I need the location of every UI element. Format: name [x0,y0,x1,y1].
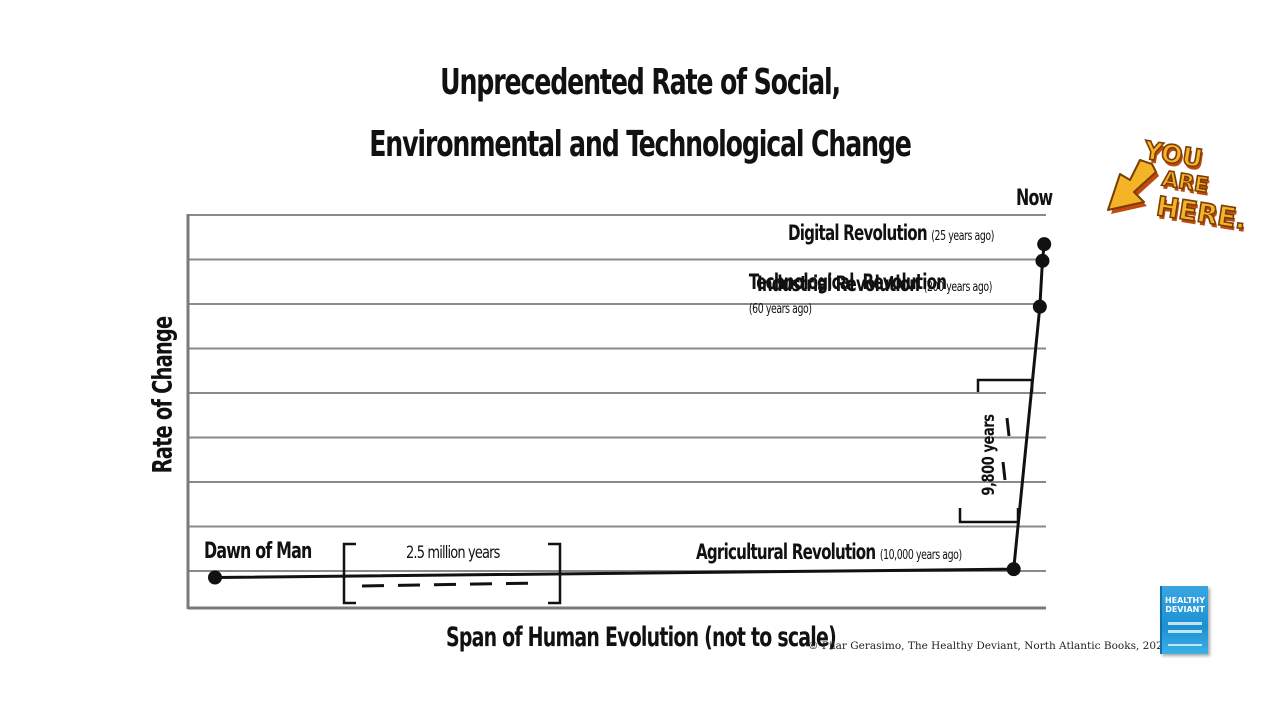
milestone-name: Technological Revolution [748,270,947,294]
data-point-technological [1035,253,1050,268]
elided-span-dashes-9800 [1001,417,1011,481]
duration-label-9800: 9,800 years [979,414,999,496]
y-axis-label: Rate of Change [147,316,179,474]
book-cover-band [1168,630,1202,633]
elided-span-dashes [361,581,541,588]
milestone-label-technological: Technological Revolution (60 years ago) [740,246,947,318]
data-point-digital [1037,237,1052,252]
milestone-note: (60 years ago) [748,302,812,317]
milestone-label-dawn: Dawn of Man [204,539,312,564]
milestone-note: (25 years ago) [931,229,994,244]
milestone-label-digital: Digital Revolution (25 years ago) [788,221,994,245]
data-point-agricultural [1006,562,1021,577]
milestone-name: Industrial Revolution [757,272,920,296]
data-point-dawn [208,570,222,585]
milestone-note: (200 years ago) [923,280,993,295]
x-axis-label: Span of Human Evolution (not to scale) [446,622,837,653]
you-are-here-sticker: YOU ARE HERE. [1100,135,1260,250]
grid-lines [188,214,1046,572]
chart-title-line-2: Environmental and Technological Change [369,124,912,165]
book-title: HEALTHY DEVIANT [1164,596,1206,614]
arrow-icon [1107,159,1159,214]
book-cover-band [1168,644,1202,646]
milestone-label-agricultural: Agricultural Revolution (10,000 years ag… [696,540,962,564]
milestone-label-industrial: Industrial Revolution (200 years ago) [757,272,992,296]
milestone-name: Agricultural Revolution [696,540,876,564]
data-point-industrial [1032,299,1047,314]
book-cover-band [1168,622,1202,625]
bracket-9800 [958,378,1034,524]
now-label: Now [1016,186,1053,211]
copyright-text: © Pilar Gerasimo, The Healthy Deviant, N… [808,640,1174,652]
bracket-2-5m [342,542,562,605]
chart-title-line-1: Unprecedented Rate of Social, [440,62,841,103]
sticker-word-here: HERE. [1153,190,1249,236]
milestone-note: (10,000 years ago) [879,548,962,563]
duration-label-2-5m: 2.5 million years [406,543,500,563]
milestone-name: Digital Revolution [788,221,928,245]
book-cover: HEALTHY DEVIANT [1160,586,1208,654]
